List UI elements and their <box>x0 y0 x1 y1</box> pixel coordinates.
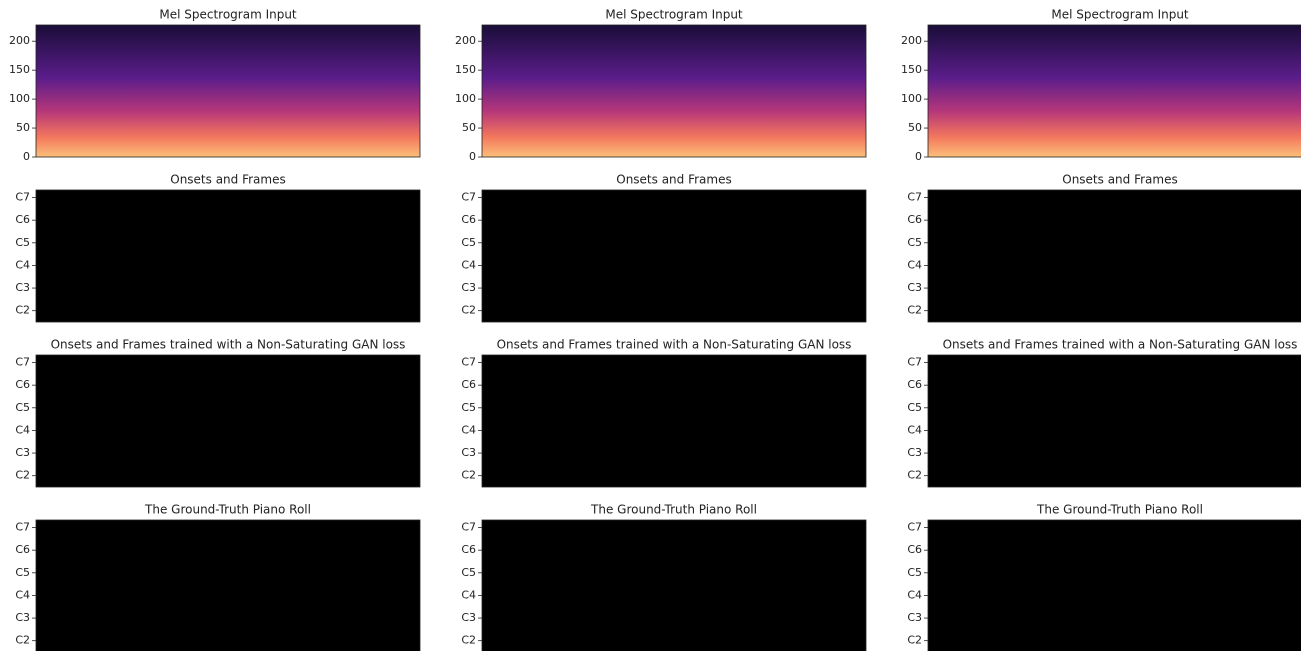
y-tick-label: C3 <box>907 611 922 624</box>
y-tick-label: C6 <box>461 543 476 556</box>
plot-image <box>36 355 420 487</box>
y-tick-label: C6 <box>15 213 30 226</box>
y-tick-label: C5 <box>907 401 922 414</box>
y-tick-label: C5 <box>907 236 922 249</box>
plot-image <box>482 520 866 651</box>
y-tick-label: 150 <box>9 63 30 76</box>
y-tick-label: C2 <box>15 469 30 482</box>
y-tick-label: C4 <box>461 258 476 271</box>
y-tick-label: C7 <box>15 356 30 369</box>
y-tick-label: C4 <box>461 423 476 436</box>
y-tick-label: 50 <box>462 121 476 134</box>
y-tick-label: C3 <box>15 446 30 459</box>
panel-title: Onsets and Frames trained with a Non-Sat… <box>497 338 852 352</box>
plot-image <box>928 190 1301 322</box>
figure: Mel Spectrogram Input 0 50 100 150 200 Mel Spe… <box>0 0 1301 651</box>
y-tick-label: C4 <box>907 588 922 601</box>
y-tick-label: C6 <box>15 543 30 556</box>
panel-title: Onsets and Frames trained with a Non-Sat… <box>51 338 406 352</box>
panel-title: The Ground-Truth Piano Roll <box>590 503 757 517</box>
y-tick-label: C4 <box>15 423 30 436</box>
plot-image <box>482 355 866 487</box>
y-tick-label: 0 <box>915 150 922 163</box>
y-tick-label: C4 <box>15 258 30 271</box>
y-tick-label: C4 <box>15 588 30 601</box>
y-tick-label: 100 <box>901 92 922 105</box>
y-tick-label: C7 <box>15 191 30 204</box>
y-tick-label: C7 <box>461 356 476 369</box>
y-tick-label: C5 <box>461 236 476 249</box>
plot-image <box>928 520 1301 651</box>
panel-title: Onsets and Frames trained with a Non-Sat… <box>943 338 1298 352</box>
plot-image <box>482 25 866 157</box>
plot-image <box>36 190 420 322</box>
y-tick-label: C5 <box>461 566 476 579</box>
plot-image <box>482 190 866 322</box>
y-tick-label: 50 <box>908 121 922 134</box>
plot-image <box>36 25 420 157</box>
panel-title: Onsets and Frames <box>170 173 286 187</box>
y-tick-label: C6 <box>907 543 922 556</box>
y-tick-label: 0 <box>23 150 30 163</box>
y-tick-label: C5 <box>15 401 30 414</box>
panel-title: Mel Spectrogram Input <box>159 8 297 22</box>
y-tick-label: C4 <box>907 258 922 271</box>
y-tick-label: 200 <box>9 34 30 47</box>
y-tick-label: C3 <box>461 446 476 459</box>
y-tick-label: 200 <box>455 34 476 47</box>
plot-image <box>36 520 420 651</box>
y-tick-label: C2 <box>461 634 476 647</box>
y-tick-label: C2 <box>461 304 476 317</box>
y-tick-label: C7 <box>907 191 922 204</box>
y-tick-label: C3 <box>907 446 922 459</box>
y-tick-label: 0 <box>469 150 476 163</box>
y-tick-label: 150 <box>901 63 922 76</box>
y-tick-label: C7 <box>461 521 476 534</box>
y-tick-label: C7 <box>15 521 30 534</box>
plot-image <box>928 355 1301 487</box>
y-tick-label: C6 <box>461 213 476 226</box>
y-tick-label: C6 <box>907 213 922 226</box>
panel-title: The Ground-Truth Piano Roll <box>144 503 311 517</box>
y-tick-label: C6 <box>461 378 476 391</box>
y-tick-label: C6 <box>15 378 30 391</box>
y-tick-label: 150 <box>455 63 476 76</box>
panel-title: Mel Spectrogram Input <box>605 8 743 22</box>
y-tick-label: 200 <box>901 34 922 47</box>
y-tick-label: C2 <box>907 304 922 317</box>
y-tick-label: C5 <box>907 566 922 579</box>
y-tick-label: C4 <box>907 423 922 436</box>
panel-title: The Ground-Truth Piano Roll <box>1036 503 1203 517</box>
y-tick-label: C5 <box>15 236 30 249</box>
y-tick-label: C3 <box>461 281 476 294</box>
plot-image <box>928 25 1301 157</box>
y-tick-label: C2 <box>907 634 922 647</box>
y-tick-label: C7 <box>907 521 922 534</box>
y-tick-label: 100 <box>9 92 30 105</box>
y-tick-label: C3 <box>907 281 922 294</box>
y-tick-label: 50 <box>16 121 30 134</box>
y-tick-label: C7 <box>461 191 476 204</box>
y-tick-label: C5 <box>15 566 30 579</box>
panel-title: Mel Spectrogram Input <box>1051 8 1189 22</box>
y-tick-label: 100 <box>455 92 476 105</box>
y-tick-label: C2 <box>15 634 30 647</box>
y-tick-label: C6 <box>907 378 922 391</box>
y-tick-label: C7 <box>907 356 922 369</box>
y-tick-label: C4 <box>461 588 476 601</box>
y-tick-label: C3 <box>15 281 30 294</box>
y-tick-label: C2 <box>907 469 922 482</box>
y-tick-label: C2 <box>15 304 30 317</box>
y-tick-label: C2 <box>461 469 476 482</box>
y-tick-label: C3 <box>461 611 476 624</box>
panel-title: Onsets and Frames <box>616 173 732 187</box>
y-tick-label: C5 <box>461 401 476 414</box>
y-tick-label: C3 <box>15 611 30 624</box>
panel-title: Onsets and Frames <box>1062 173 1178 187</box>
